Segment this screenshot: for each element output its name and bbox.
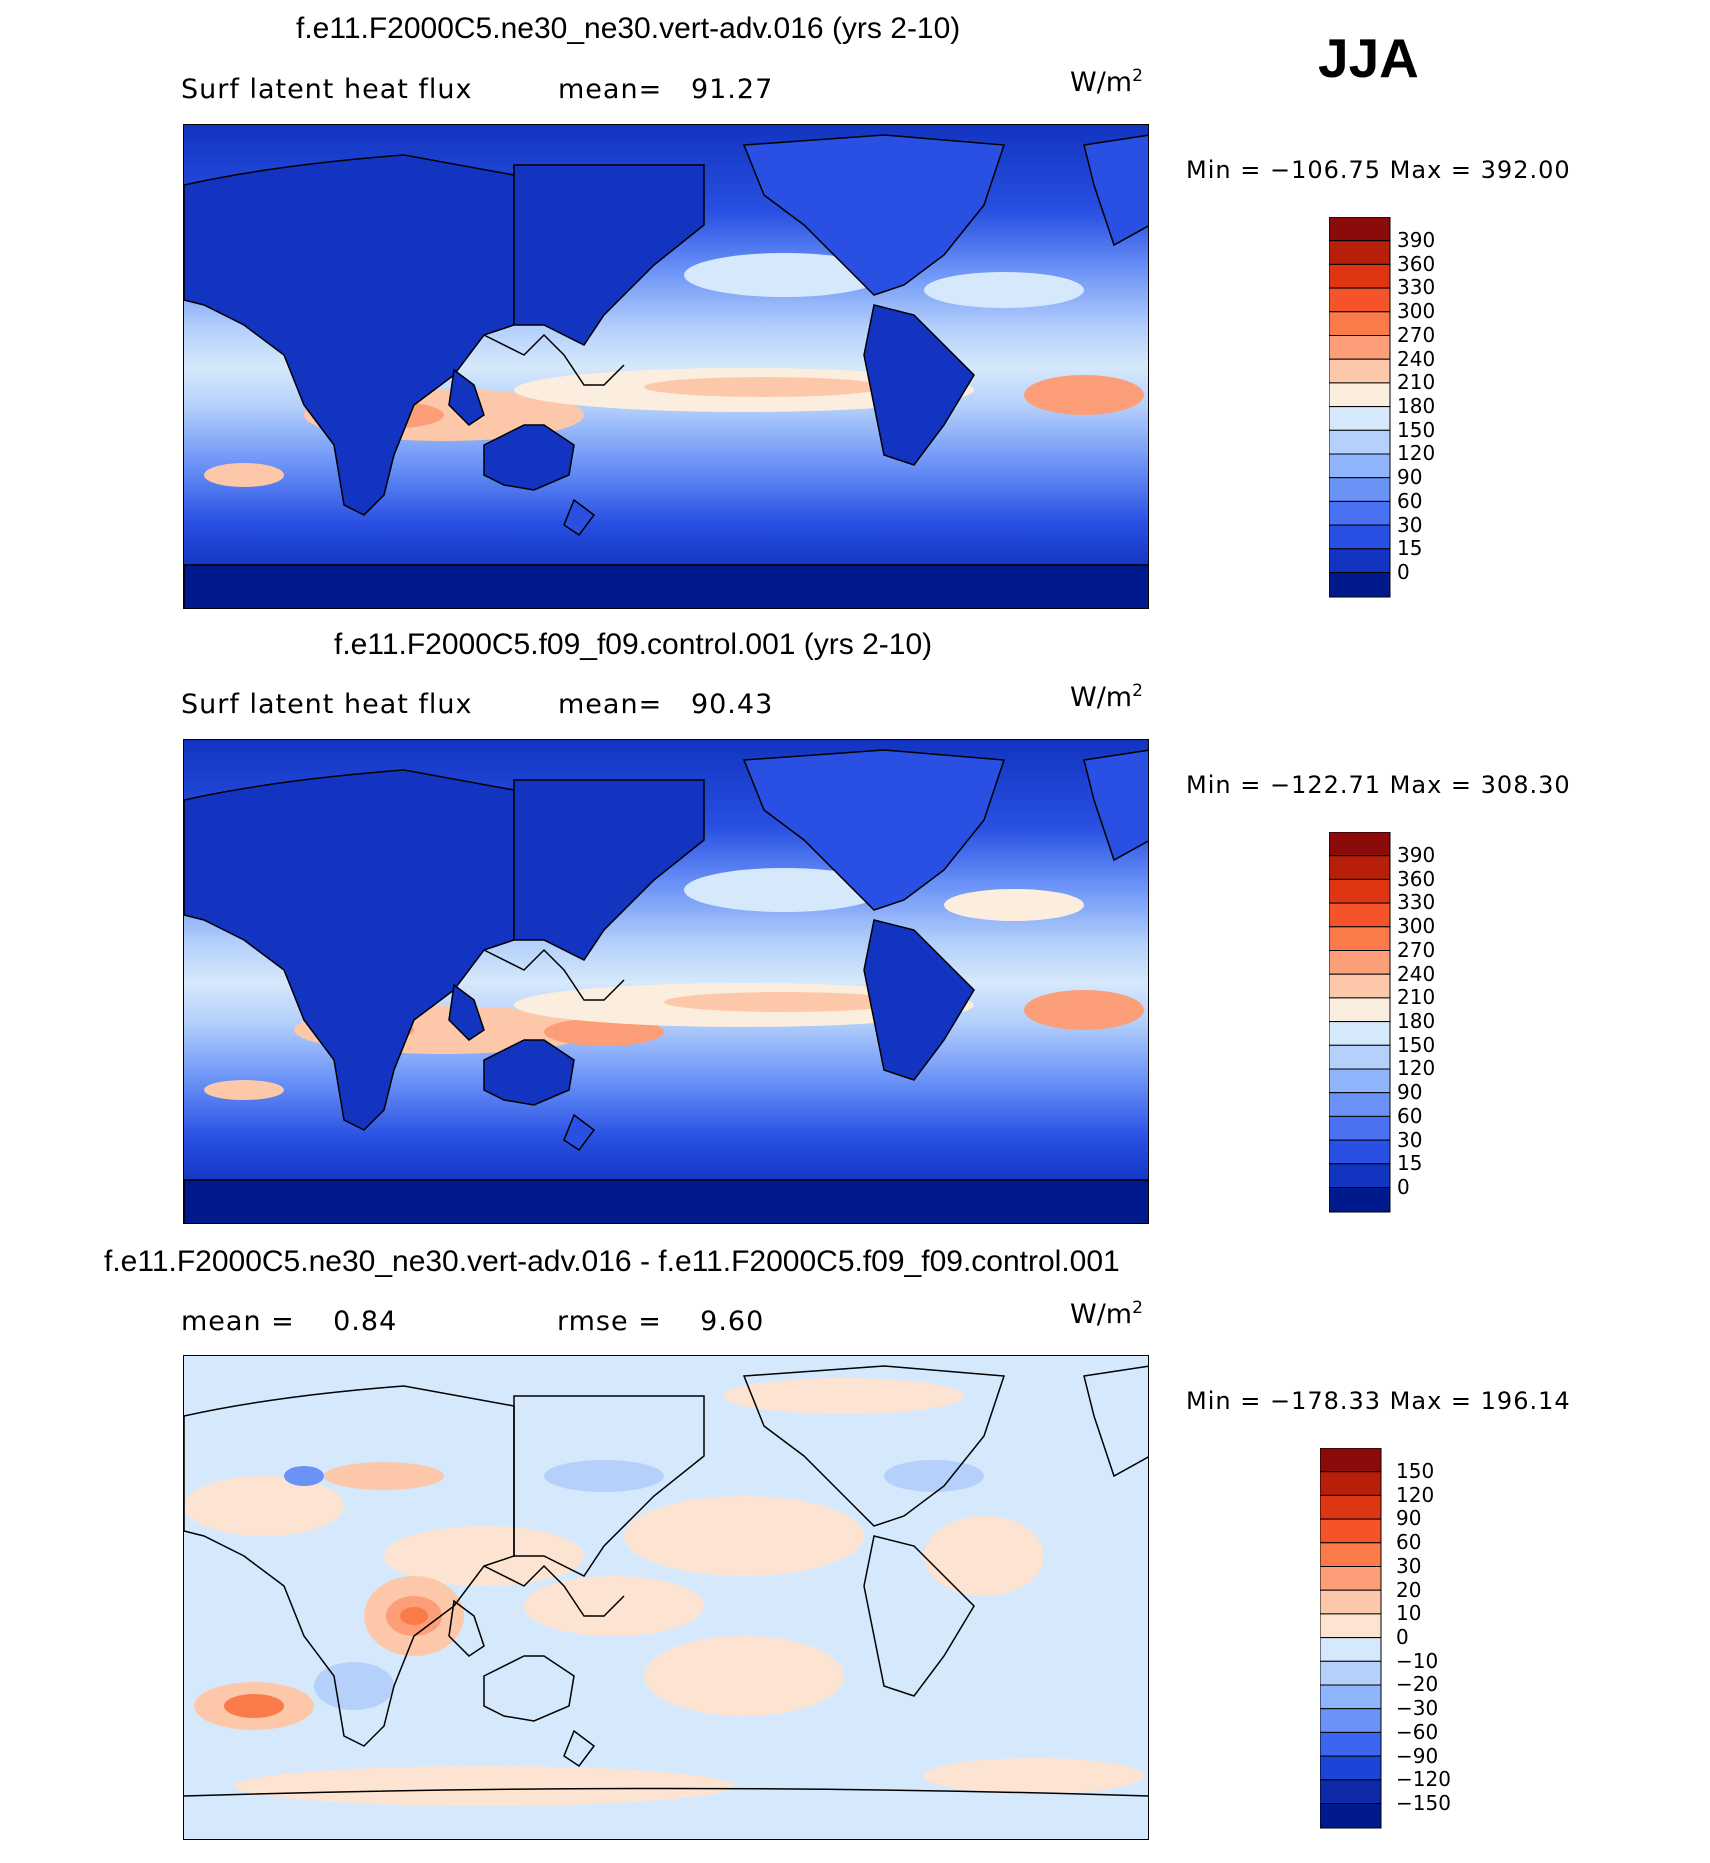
- panel-1-colorbar-tick: 300: [1397, 299, 1436, 323]
- panel-3-map: [183, 1355, 1149, 1840]
- panel-2-title: f.e11.F2000C5.f09_f09.control.001 (yrs 2…: [334, 628, 933, 661]
- panel-2-minmax: Min = −122.71 Max = 308.30: [1186, 771, 1571, 799]
- panel-2-colorbar-tick: 120: [1397, 1056, 1436, 1080]
- panel-2-mean-label: mean= 90.43: [558, 689, 773, 720]
- panel-3-colorbar-tick: 120: [1396, 1483, 1435, 1507]
- panel-1-colorbar-tick: 330: [1397, 275, 1436, 299]
- panel-2-mean-key: mean=: [558, 689, 663, 720]
- panel-2-colorbar-tick: 360: [1397, 867, 1436, 891]
- panel-3-mean-label: mean = 0.84: [181, 1306, 397, 1337]
- panel-1-mean-label: mean= 91.27: [558, 74, 773, 105]
- panel-3-colorbar-tick: 90: [1396, 1506, 1422, 1530]
- panel-2-colorbar-tick: 150: [1397, 1033, 1436, 1057]
- panel-3-colorbar-tick: 0: [1396, 1625, 1409, 1649]
- panel-1-colorbar-tick: 390: [1397, 228, 1436, 252]
- panel-1-colorbar-tick: 15: [1397, 536, 1423, 560]
- panel-3-colorbar-tick: −120: [1396, 1767, 1451, 1791]
- panel-1-colorbar-tick: 180: [1397, 394, 1436, 418]
- panel-1-units-exp: 2: [1132, 66, 1143, 86]
- panel-2-colorbar-tick: 240: [1397, 962, 1436, 986]
- panel-1-map: [183, 124, 1149, 609]
- panel-3-minmax: Min = −178.33 Max = 196.14: [1186, 1387, 1571, 1415]
- panel-2-colorbar-tick: 15: [1397, 1151, 1423, 1175]
- panel-1-title: f.e11.F2000C5.ne30_ne30.vert-adv.016 (yr…: [296, 12, 961, 45]
- panel-2-units: W/m2: [1070, 681, 1143, 713]
- panel-2-map-svg: [184, 740, 1148, 1223]
- panel-1-map-svg: [184, 125, 1148, 608]
- panel-3-colorbar-tick: −20: [1396, 1672, 1439, 1696]
- panel-3-colorbar-svg: [1319, 1447, 1382, 1829]
- panel-1-units: W/m2: [1070, 66, 1143, 98]
- panel-1-colorbar-tick: 150: [1397, 418, 1436, 442]
- panel-2-units-exp: 2: [1132, 681, 1143, 701]
- panel-3-title: f.e11.F2000C5.ne30_ne30.vert-adv.016 - f…: [104, 1245, 1120, 1278]
- panel-1-colorbar-boxes: [1328, 216, 1391, 598]
- panel-2-colorbar-tick: 330: [1397, 890, 1436, 914]
- panel-1-colorbar-tick: 270: [1397, 323, 1436, 347]
- panel-3-mean-key: mean =: [181, 1306, 295, 1337]
- panel-1-colorbar-svg: [1328, 216, 1391, 598]
- panel-1-minmax: Min = −106.75 Max = 392.00: [1186, 156, 1571, 184]
- panel-1-colorbar-tick: 30: [1397, 513, 1423, 537]
- panel-3-colorbar-tick: 30: [1396, 1554, 1422, 1578]
- panel-3-colorbar-tick: 20: [1396, 1578, 1422, 1602]
- panel-3-colorbar: 150 120 90 60 30 20 10 0 −10 −20 −30 −60…: [1319, 1447, 1520, 1837]
- season-label: JJA: [1318, 27, 1419, 89]
- panel-1-mean-key: mean=: [558, 74, 663, 105]
- panel-3-colorbar-tick: 10: [1396, 1601, 1422, 1625]
- panel-1-colorbar-tick: 90: [1397, 465, 1423, 489]
- panel-1-mean-value: 91.27: [690, 74, 774, 105]
- panel-2-colorbar-tick: 0: [1397, 1175, 1410, 1199]
- panel-2-variable-label: Surf latent heat flux: [181, 689, 473, 720]
- panel-3-units: W/m2: [1070, 1298, 1143, 1330]
- panel-2-mean-value: 90.43: [690, 689, 774, 720]
- panel-2-colorbar-tick: 210: [1397, 985, 1436, 1009]
- panel-2-colorbar-tick: 180: [1397, 1009, 1436, 1033]
- panel-3-units-base: W/m: [1070, 1299, 1133, 1330]
- panel-1-colorbar-tick: 240: [1397, 347, 1436, 371]
- panel-3-colorbar-tick: 60: [1396, 1530, 1422, 1554]
- panel-3-units-exp: 2: [1132, 1298, 1143, 1318]
- panel-3-rmse-key: rmse =: [557, 1306, 662, 1337]
- panel-1-variable-label: Surf latent heat flux: [181, 74, 473, 105]
- panel-1-colorbar: 390 360 330 300 270 240 210 180 150 120 …: [1328, 216, 1529, 606]
- panel-1-colorbar-tick: 0: [1397, 560, 1410, 584]
- panel-1-colorbar-tick: 210: [1397, 370, 1436, 394]
- panel-3-colorbar-tick: −30: [1396, 1696, 1439, 1720]
- panel-3-colorbar-tick: 150: [1396, 1459, 1435, 1483]
- panel-3-mean-value: 0.84: [333, 1306, 398, 1337]
- panel-3-colorbar-tick: −60: [1396, 1720, 1439, 1744]
- panel-3-colorbar-tick: −90: [1396, 1744, 1439, 1768]
- panel-3-rmse-label: rmse = 9.60: [557, 1306, 764, 1337]
- panel-3-colorbar-tick: −150: [1396, 1791, 1451, 1815]
- panel-1-colorbar-tick: 360: [1397, 252, 1436, 276]
- panel-2-colorbar-tick: 300: [1397, 914, 1436, 938]
- panel-2-colorbar-tick: 390: [1397, 843, 1436, 867]
- panel-1-colorbar-tick: 60: [1397, 489, 1423, 513]
- panel-1-colorbar-tick: 120: [1397, 441, 1436, 465]
- panel-3-colorbar-tick: −10: [1396, 1649, 1439, 1673]
- panel-2-colorbar-tick: 30: [1397, 1128, 1423, 1152]
- panel-2-colorbar-svg: [1328, 831, 1391, 1213]
- panel-1-units-base: W/m: [1070, 67, 1133, 98]
- panel-2-map: [183, 739, 1149, 1224]
- panel-2-colorbar-tick: 90: [1397, 1080, 1423, 1104]
- panel-2-colorbar-tick: 60: [1397, 1104, 1423, 1128]
- panel-3-map-svg: [184, 1356, 1148, 1839]
- panel-2-colorbar-tick: 270: [1397, 938, 1436, 962]
- panel-2-colorbar: 390 360 330 300 270 240 210 180 150 120 …: [1328, 831, 1529, 1221]
- panel-3-rmse-value: 9.60: [700, 1306, 765, 1337]
- panel-2-units-base: W/m: [1070, 682, 1133, 713]
